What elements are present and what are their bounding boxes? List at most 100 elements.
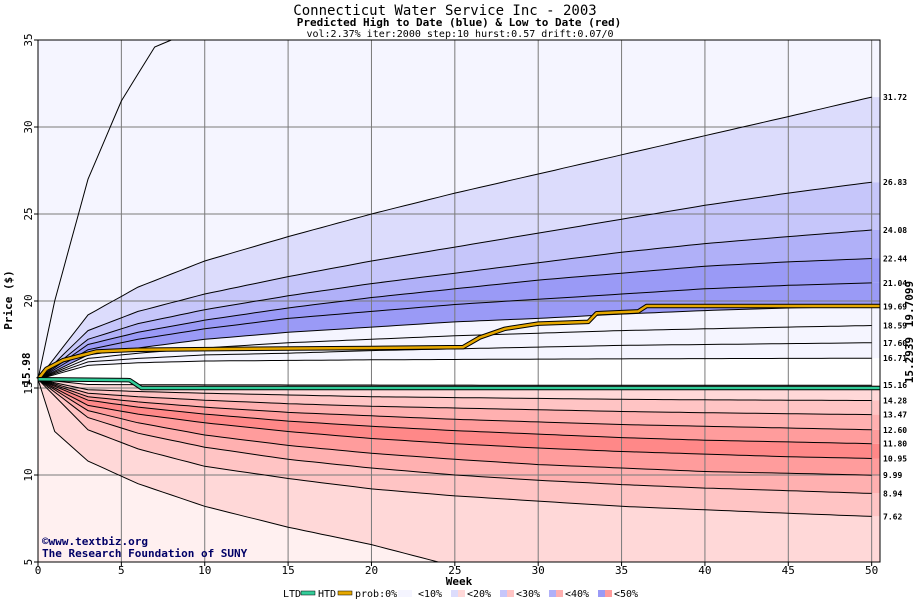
curve-end-label: 31.72	[883, 93, 907, 102]
legend-htd-swatch	[337, 590, 353, 596]
quantile-curve	[37, 96, 872, 380]
x-tick-label: 15	[281, 564, 294, 577]
legend: LTD HTD prob:0% <10% <20% <30% <40% <50%	[283, 589, 638, 600]
x-tick-label: 10	[198, 564, 211, 577]
legend-prob-0: prob:0%	[355, 589, 397, 600]
median-band	[38, 358, 880, 386]
x-tick-label: 20	[365, 564, 378, 577]
low-band	[38, 379, 880, 494]
legend-htd-label: HTD	[318, 589, 336, 600]
high-band	[38, 325, 880, 380]
low-band	[38, 379, 880, 444]
quantile-curve	[37, 378, 872, 416]
x-tick-label: 0	[35, 564, 42, 577]
quantile-curve	[37, 379, 439, 563]
ltd-end-label: 15.2939	[903, 337, 916, 383]
quantile-curve	[37, 305, 872, 380]
quantile-curve	[37, 229, 872, 380]
curve-end-label: 12.60	[883, 426, 907, 435]
x-tick-label: 45	[782, 564, 795, 577]
legend-swatch-30-red	[556, 590, 563, 597]
high-band	[38, 342, 880, 380]
chart-params: vol:2.37% iter:2000 step:10 hurst:0.57 d…	[306, 29, 613, 40]
curve-end-label: 14.28	[883, 397, 907, 406]
legend-prob-50: <50%	[614, 589, 638, 600]
htd-series	[37, 304, 880, 381]
curve-end-label: 13.47	[883, 411, 907, 420]
low-band	[38, 379, 880, 562]
curve-end-label: 9.99	[883, 471, 902, 480]
x-tick-label: 50	[865, 564, 878, 577]
legend-swatch-40-red	[605, 590, 612, 597]
curve-end-label: 24.08	[883, 226, 907, 235]
legend-swatch-10-red	[458, 590, 465, 597]
x-tick-label: 5	[118, 564, 125, 577]
curve-end-label: 18.59	[883, 322, 907, 331]
ltd-series	[37, 378, 880, 390]
high-band	[38, 40, 880, 380]
curve-end-label: 10.95	[883, 454, 907, 463]
legend-ltd-swatch	[300, 590, 316, 596]
curve-end-label: 26.83	[883, 178, 907, 187]
x-tick-label: 25	[448, 564, 461, 577]
y-tick-label: 5	[22, 559, 35, 566]
quantile-curve	[37, 258, 872, 380]
quantile-curve	[37, 357, 872, 380]
x-tick-label: 35	[615, 564, 628, 577]
curve-end-labels: 31.72 26.83 24.08 22.44 21.04 19.69 18.59 17.60…	[883, 93, 907, 521]
curve-end-label: 17.60	[883, 339, 907, 348]
to-date-series	[36, 303, 880, 391]
quantile-curve	[37, 181, 872, 380]
legend-prob-30: <30%	[516, 589, 540, 600]
legend-prob-40: <40%	[565, 589, 589, 600]
quantile-curve	[37, 282, 872, 380]
high-band	[38, 182, 880, 380]
legend-ltd-label: LTD	[283, 589, 301, 600]
y-tick-label: 25	[22, 207, 35, 220]
chart-subtitle: Predicted High to Date (blue) & Low to D…	[297, 16, 622, 29]
curve-end-label: 15.16	[883, 381, 907, 390]
y-tick-label: 10	[22, 468, 35, 481]
curve-end-label: 21.04	[883, 279, 907, 288]
curve-end-label: 8.94	[883, 489, 902, 498]
high-band	[38, 40, 880, 380]
legend-swatch-30-blue	[549, 590, 556, 597]
quantile-curve	[37, 39, 172, 380]
y-tick-label: 15	[22, 381, 35, 394]
legend-swatch-0	[398, 590, 412, 597]
high-band	[38, 97, 880, 380]
curve-end-label: 22.44	[883, 255, 907, 264]
quantile-curve	[37, 378, 872, 494]
high-band	[38, 230, 880, 380]
x-axis-label: Week	[446, 575, 473, 588]
low-band	[38, 379, 880, 459]
quantile-curve	[37, 378, 872, 459]
high-band	[38, 258, 880, 380]
legend-swatch-20-blue	[500, 590, 507, 597]
low-band	[38, 379, 880, 476]
quantile-curve	[37, 378, 872, 386]
legend-prob-10: <10%	[418, 589, 442, 600]
low-band	[38, 379, 880, 430]
legend-prob-20: <20%	[467, 589, 491, 600]
y-tick-label: 35	[22, 33, 35, 46]
low-band	[38, 379, 880, 562]
start-price-label: 15.98	[20, 352, 33, 385]
curve-end-label: 7.62	[883, 512, 902, 521]
chart-title: Connecticut Water Service Inc - 2003	[293, 3, 596, 19]
legend-swatch-20-red	[507, 590, 514, 597]
x-tick-label: 40	[698, 564, 711, 577]
quantile-curve	[37, 378, 872, 445]
y-tick-label: 30	[22, 120, 35, 133]
quantile-curve	[37, 378, 872, 476]
quantile-curve	[37, 378, 872, 431]
y-axis-label: Price ($)	[2, 270, 15, 330]
curve-end-label: 19.69	[883, 302, 907, 311]
x-tick-label: 30	[532, 564, 545, 577]
curve-end-label: 16.71	[883, 354, 907, 363]
legend-swatch-40-blue	[598, 590, 605, 597]
quantile-curve	[37, 378, 872, 401]
low-band	[38, 379, 880, 415]
